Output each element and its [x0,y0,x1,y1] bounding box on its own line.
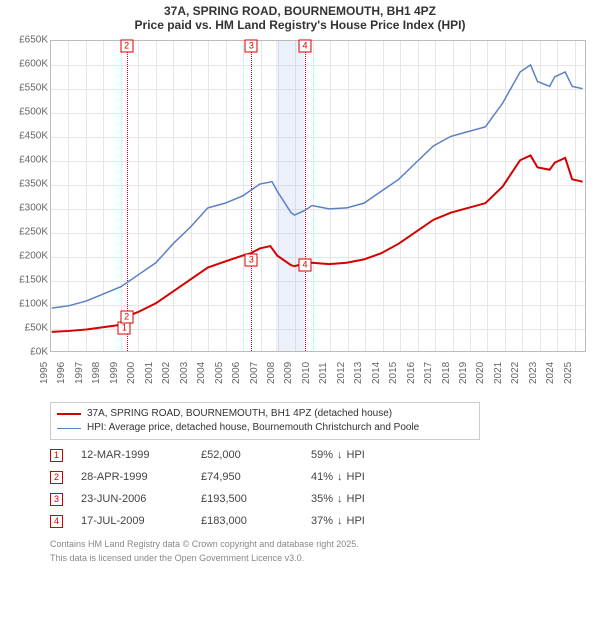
sale-date: 23-JUN-2006 [81,488,201,510]
sale-diff: 59%↓HPI [311,444,365,466]
sale-price: £183,000 [201,510,311,532]
sale-diff: 41%↓HPI [311,466,365,488]
sale-diff: 37%↓HPI [311,510,365,532]
sale-row: 3 23-JUN-2006£193,50035%↓HPI [50,488,592,510]
y-axis-label: £0K [8,347,48,358]
property-line [52,155,583,331]
y-axis-label: £50K [8,323,48,334]
x-axis-label: 2000 [126,362,137,384]
legend-swatch [57,413,81,415]
legend: 37A, SPRING ROAD, BOURNEMOUTH, BH1 4PZ (… [50,402,480,440]
x-axis-label: 2004 [196,362,207,384]
x-axis-label: 1997 [74,362,85,384]
x-axis-label: 2025 [563,362,574,384]
y-axis-label: £350K [8,179,48,190]
sale-date: 28-APR-1999 [81,466,201,488]
x-axis-label: 2011 [319,362,330,384]
sale-diff: 35%↓HPI [311,488,365,510]
sale-marker-box: 3 [50,493,63,506]
x-axis-label: 1999 [109,362,120,384]
x-axis-label: 2007 [248,362,259,384]
page-title: 37A, SPRING ROAD, BOURNEMOUTH, BH1 4PZ [8,4,592,18]
y-axis-label: £150K [8,275,48,286]
sale-callout-4: 4 [299,39,312,52]
sale-marker-2: 2 [120,311,133,324]
x-axis-label: 1996 [56,362,67,384]
x-axis-label: 2001 [144,362,155,384]
x-axis-label: 2022 [510,362,521,384]
sale-date: 17-JUL-2009 [81,510,201,532]
x-axis-label: 2023 [528,362,539,384]
sale-marker-4: 4 [299,259,312,272]
x-axis-label: 2021 [493,362,504,384]
page-subtitle: Price paid vs. HM Land Registry's House … [8,18,592,32]
sale-date: 12-MAR-1999 [81,444,201,466]
footer-licence: This data is licensed under the Open Gov… [50,552,592,564]
sale-marker-box: 2 [50,471,63,484]
y-axis-label: £450K [8,131,48,142]
sale-price: £74,950 [201,466,311,488]
legend-swatch [57,428,81,429]
sale-callout-2: 2 [120,39,133,52]
down-arrow-icon: ↓ [337,510,343,532]
legend-label: HPI: Average price, detached house, Bour… [87,421,419,435]
y-axis-label: £250K [8,227,48,238]
down-arrow-icon: ↓ [337,466,343,488]
y-axis-label: £550K [8,83,48,94]
sale-price: £193,500 [201,488,311,510]
legend-label: 37A, SPRING ROAD, BOURNEMOUTH, BH1 4PZ (… [87,407,392,421]
sale-marker-box: 4 [50,515,63,528]
y-axis-label: £500K [8,107,48,118]
x-axis-label: 2005 [213,362,224,384]
sale-marker-3: 3 [245,254,258,267]
x-axis-label: 2010 [301,362,312,384]
y-axis-label: £650K [8,35,48,46]
x-axis-label: 2019 [458,362,469,384]
x-axis-label: 2016 [406,362,417,384]
y-axis-label: £200K [8,251,48,262]
x-axis-label: 2015 [388,362,399,384]
x-axis-label: 2018 [440,362,451,384]
x-axis-label: 2008 [266,362,277,384]
down-arrow-icon: ↓ [337,444,343,466]
sale-list: 1 12-MAR-1999£52,00059%↓HPI 2 28-APR-1999£7… [50,444,592,532]
y-axis-label: £400K [8,155,48,166]
down-arrow-icon: ↓ [337,488,343,510]
legend-item: 37A, SPRING ROAD, BOURNEMOUTH, BH1 4PZ (… [57,407,473,421]
y-axis-label: £300K [8,203,48,214]
x-axis-label: 2014 [371,362,382,384]
y-axis-label: £600K [8,59,48,70]
x-axis-label: 2009 [283,362,294,384]
x-axis-label: 1995 [39,362,50,384]
x-axis-label: 2013 [353,362,364,384]
price-chart: 1223344 £0K£50K£100K£150K£200K£250K£300K… [8,36,592,396]
legend-item: HPI: Average price, detached house, Bour… [57,421,473,435]
x-axis-label: 2024 [545,362,556,384]
x-axis-label: 1998 [91,362,102,384]
footer-attribution: Contains HM Land Registry data © Crown c… [50,538,592,550]
sale-row: 4 17-JUL-2009£183,00037%↓HPI [50,510,592,532]
sale-row: 2 28-APR-1999£74,95041%↓HPI [50,466,592,488]
x-axis-label: 2020 [475,362,486,384]
sale-row: 1 12-MAR-1999£52,00059%↓HPI [50,444,592,466]
sale-callout-3: 3 [245,39,258,52]
sale-price: £52,000 [201,444,311,466]
x-axis-label: 2006 [231,362,242,384]
x-axis-label: 2012 [336,362,347,384]
x-axis-label: 2002 [161,362,172,384]
sale-marker-box: 1 [50,449,63,462]
y-axis-label: £100K [8,299,48,310]
x-axis-label: 2017 [423,362,434,384]
x-axis-label: 2003 [179,362,190,384]
